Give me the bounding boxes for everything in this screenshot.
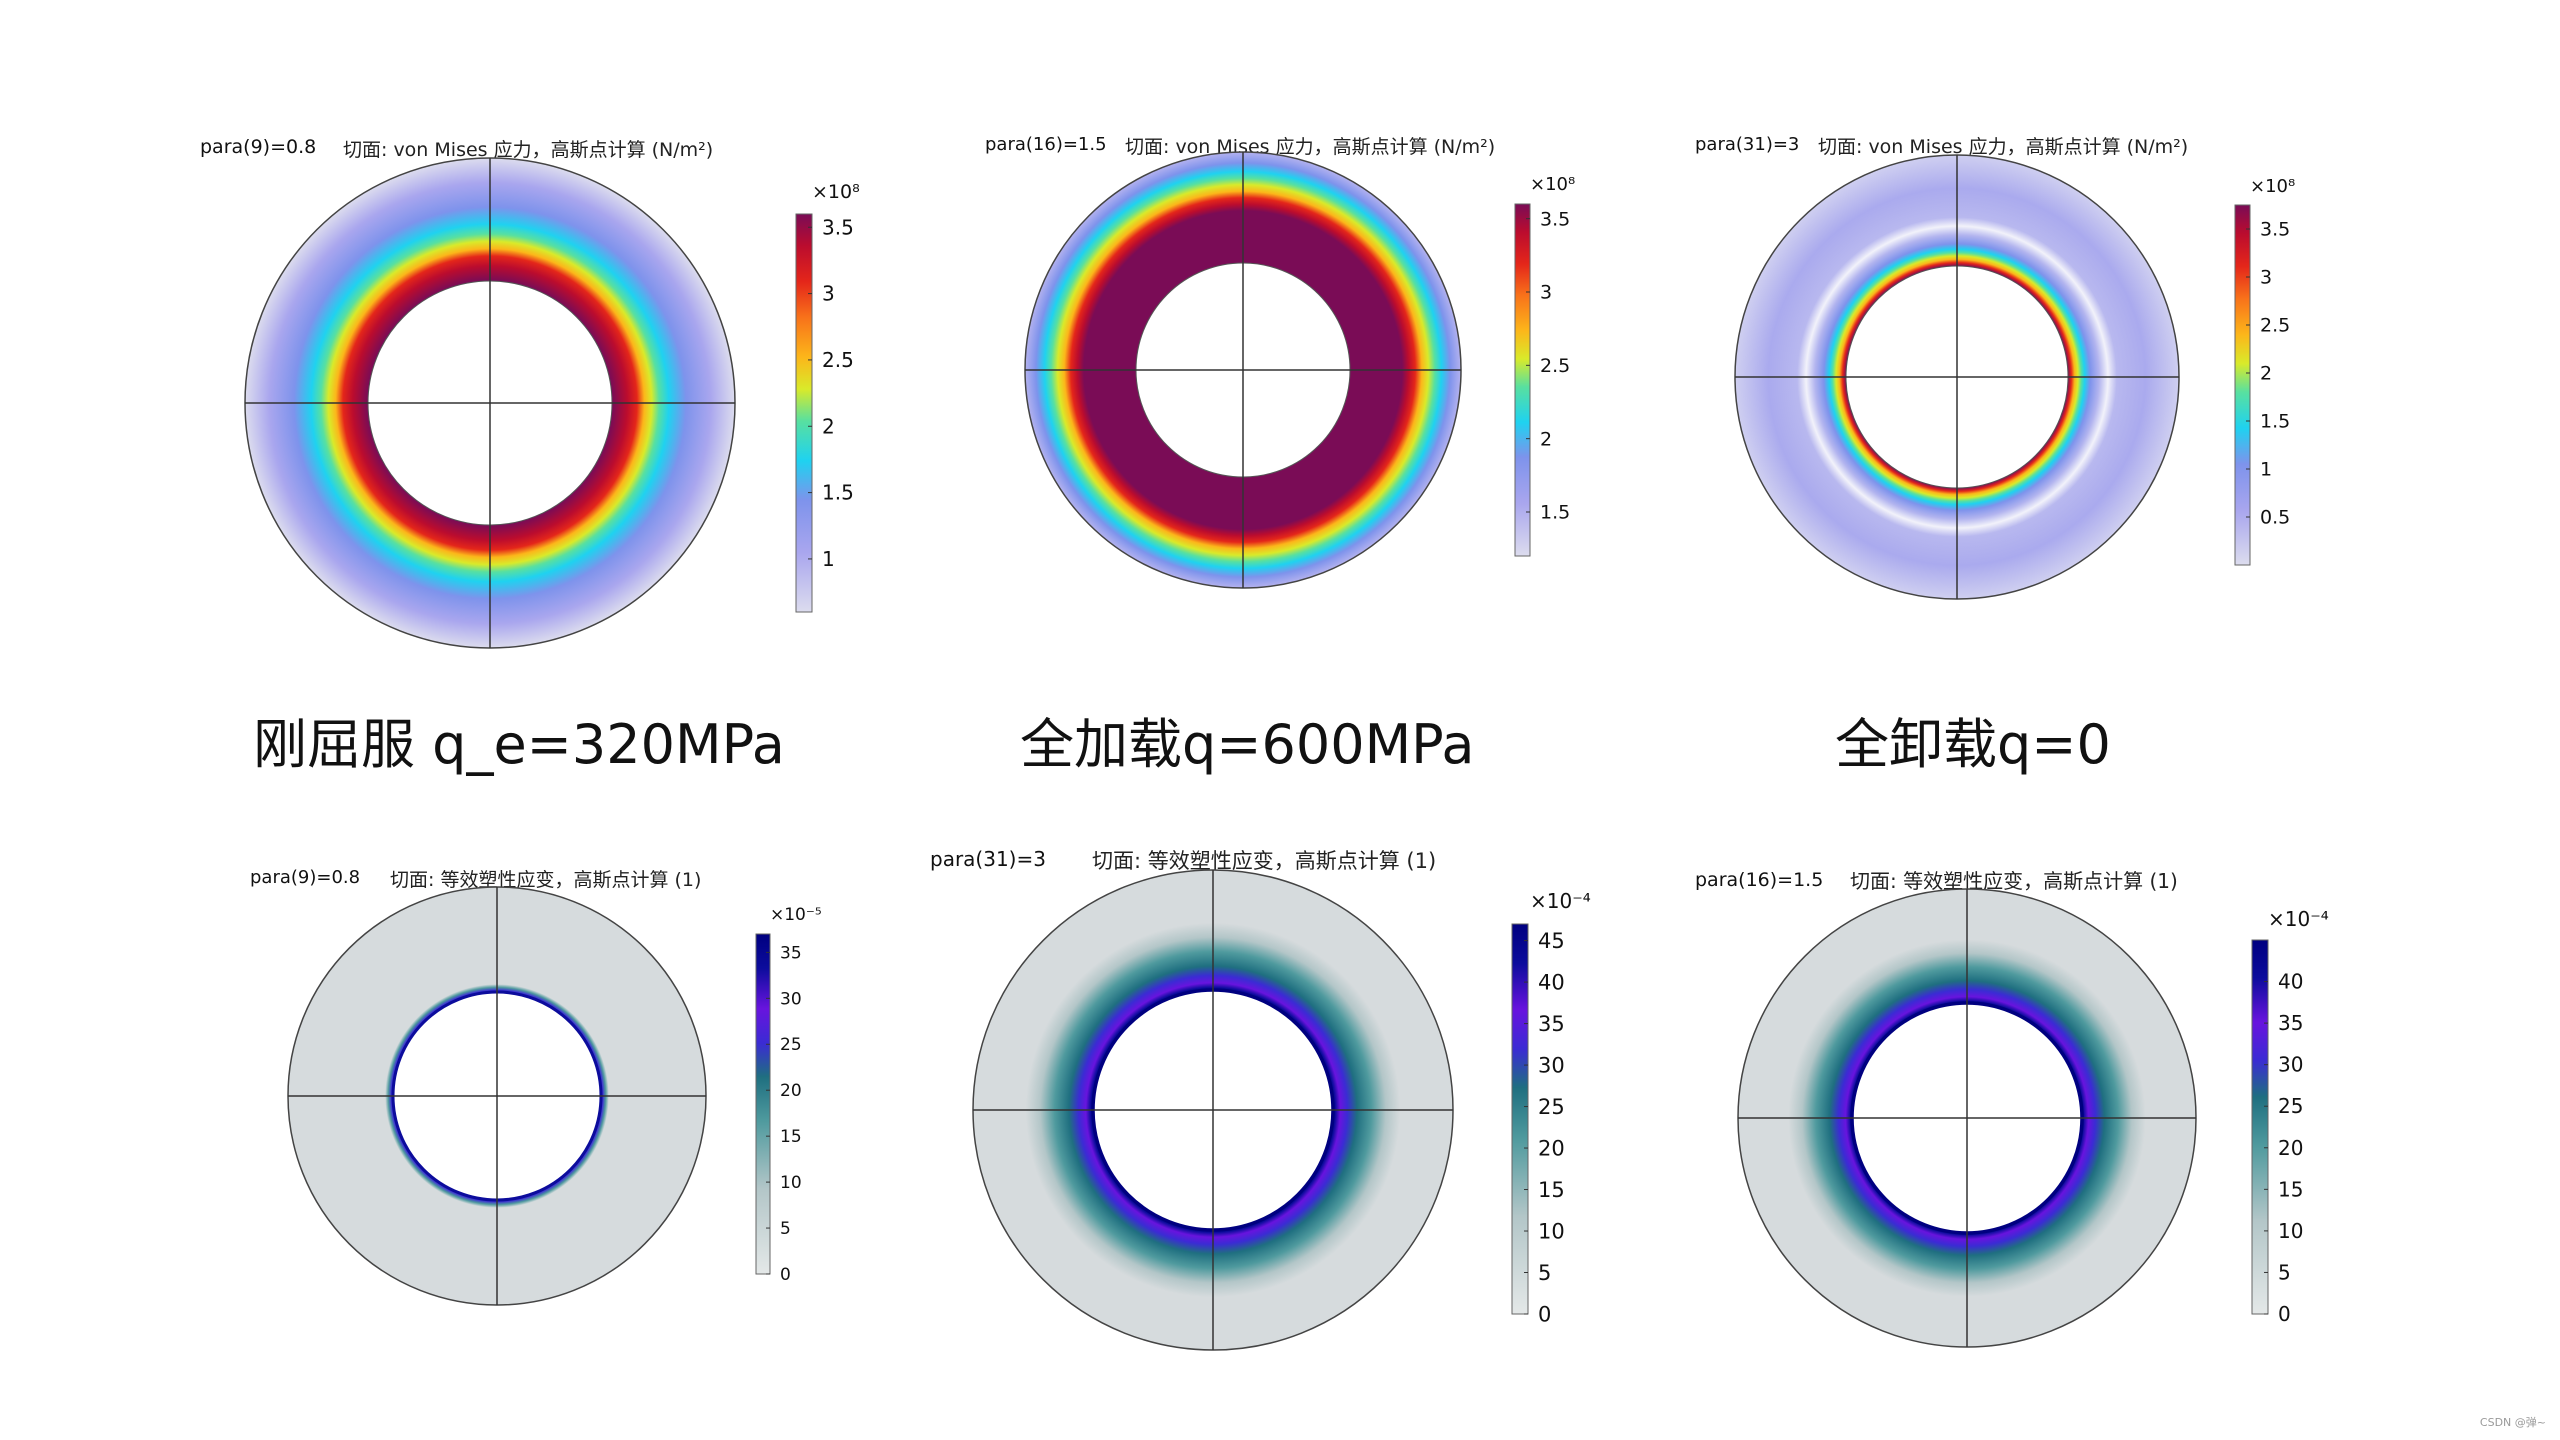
colorbar-tick-label: 5 xyxy=(1538,1261,1551,1285)
colorbar-tick-label: 40 xyxy=(1538,970,1565,994)
caption-yield: 刚屈服 q_e=320MPa xyxy=(253,713,785,776)
colorbar-tick-label: 45 xyxy=(1538,929,1565,953)
plot-param-label: para(9)=0.8 xyxy=(250,867,360,888)
colorbar-tick-label: 10 xyxy=(1538,1219,1565,1243)
colorbar-tick-label: 15 xyxy=(2278,1177,2303,1201)
colorbar-ticks: 3.5 3 2.5 2 1.5 1 xyxy=(808,215,854,571)
plot-stress-full-load: para(16)=1.5 切面: von Mises 应力，高斯点计算 (N/m… xyxy=(985,134,1575,589)
colorbar-tick-label: 30 xyxy=(780,989,802,1009)
colorbar-ticks: 40 35 30 25 20 15 10 5 0 xyxy=(2264,970,2303,1326)
plot-title: 切面: von Mises 应力，高斯点计算 (N/m²) xyxy=(1125,136,1495,158)
colorbar-tick-label: 30 xyxy=(2278,1053,2303,1077)
colorbar-tick-label: 35 xyxy=(1538,1012,1565,1036)
colorbar-tick-label: 3.5 xyxy=(1540,208,1570,230)
colorbar-exponent: ×10⁻⁴ xyxy=(1530,889,1591,913)
colorbar-tick-label: 0 xyxy=(1538,1302,1551,1326)
colorbar-tick-label: 20 xyxy=(2278,1136,2303,1160)
colorbar-tick-label: 3.5 xyxy=(2260,219,2290,241)
colorbar-tick-label: 2 xyxy=(1540,428,1552,450)
plot-param-label: para(9)=0.8 xyxy=(200,136,316,158)
colorbar-tick-label: 35 xyxy=(2278,1011,2303,1035)
colorbar-gradient xyxy=(2234,204,2251,566)
colorbar-tick-label: 30 xyxy=(1538,1053,1565,1077)
colorbar-tick-label: 2.5 xyxy=(822,348,854,372)
plot-title: 切面: von Mises 应力，高斯点计算 (N/m²) xyxy=(1818,136,2188,158)
plot-param-label: para(16)=1.5 xyxy=(1695,869,1823,891)
colorbar-tick-label: 3 xyxy=(822,282,835,306)
colorbar-tick-label: 3 xyxy=(2260,267,2272,289)
plot-stress-yield: para(9)=0.8 切面: von Mises 应力，高斯点计算 (N/m²… xyxy=(200,136,860,649)
colorbar-exponent: ×10⁸ xyxy=(812,181,860,203)
colorbar-tick-label: 5 xyxy=(780,1219,791,1239)
plot-strain-unload: para(31)=3 切面: 等效塑性应变，高斯点计算 (1) ×10⁻⁴ 45… xyxy=(930,847,1591,1351)
colorbar-tick-label: 1.5 xyxy=(2260,411,2290,433)
plot-param-label: para(31)=3 xyxy=(930,847,1046,871)
plot-stress-unload: para(31)=3 切面: von Mises 应力，高斯点计算 (N/m²)… xyxy=(1695,134,2295,600)
colorbar-tick-label: 1.5 xyxy=(1540,502,1570,524)
plot-param-label: para(31)=3 xyxy=(1695,134,1799,155)
plot-title: 切面: 等效塑性应变，高斯点计算 (1) xyxy=(1850,869,2178,893)
colorbar-ticks: 35 30 25 20 15 10 5 0 xyxy=(766,943,802,1285)
colorbar-exponent: ×10⁻⁵ xyxy=(770,905,822,925)
colorbar-exponent: ×10⁸ xyxy=(1530,174,1575,195)
colorbar-tick-label: 20 xyxy=(1538,1136,1565,1160)
colorbar-tick-label: 35 xyxy=(780,943,802,963)
colorbar-tick-label: 20 xyxy=(780,1081,802,1101)
colorbar-tick-label: 2 xyxy=(822,414,835,438)
colorbar-tick-label: 40 xyxy=(2278,970,2303,994)
colorbar-tick-label: 1.5 xyxy=(822,481,854,505)
colorbar-tick-label: 0 xyxy=(2278,1302,2291,1326)
caption-full-load: 全加载q=600MPa xyxy=(1020,713,1475,776)
caption-unload: 全卸载q=0 xyxy=(1835,713,2111,776)
colorbar-tick-label: 3.5 xyxy=(822,215,854,239)
colorbar: ×10⁻⁴ 45 40 35 30 25 20 15 10 5 0 xyxy=(1511,889,1591,1326)
colorbar-tick-label: 25 xyxy=(1538,1095,1565,1119)
colorbar-tick-label: 5 xyxy=(2278,1260,2291,1284)
colorbar-tick-label: 15 xyxy=(780,1127,802,1147)
colorbar-gradient xyxy=(1514,203,1531,557)
plot-param-label: para(16)=1.5 xyxy=(985,134,1107,155)
colorbar-tick-label: 1 xyxy=(2260,459,2272,481)
colorbar-tick-label: 0 xyxy=(780,1265,791,1285)
colorbar-tick-label: 2.5 xyxy=(2260,315,2290,337)
colorbar-gradient xyxy=(795,213,813,613)
plot-title: 切面: von Mises 应力，高斯点计算 (N/m²) xyxy=(343,139,713,161)
colorbar-gradient xyxy=(1511,923,1529,1315)
colorbar-gradient xyxy=(2251,939,2269,1315)
watermark: CSDN @弹~ xyxy=(2479,1416,2546,1429)
colorbar-tick-label: 0.5 xyxy=(2260,507,2290,529)
plot-title: 切面: 等效塑性应变，高斯点计算 (1) xyxy=(1092,849,1436,873)
colorbar: ×10⁸ 3.5 3 2.5 2 1.5 1 0.5 xyxy=(2234,176,2295,566)
colorbar-tick-label: 2.5 xyxy=(1540,355,1570,377)
colorbar-tick-label: 3 xyxy=(1540,282,1552,304)
colorbar-tick-label: 25 xyxy=(2278,1094,2303,1118)
colorbar: ×10⁻⁵ 35 30 25 20 15 10 5 0 xyxy=(755,905,822,1285)
colorbar-tick-label: 25 xyxy=(780,1035,802,1055)
colorbar-tick-label: 10 xyxy=(780,1173,802,1193)
plot-strain-yield: para(9)=0.8 切面: 等效塑性应变，高斯点计算 (1) ×10⁻⁵ 3… xyxy=(250,867,822,1306)
colorbar-tick-label: 2 xyxy=(2260,363,2272,385)
colorbar-exponent: ×10⁻⁴ xyxy=(2268,907,2329,931)
colorbar-ticks: 3.5 3 2.5 2 1.5 xyxy=(1526,208,1570,524)
colorbar: ×10⁸ 3.5 3 2.5 2 1.5 1 xyxy=(795,181,860,613)
plot-strain-full-load: para(16)=1.5 切面: 等效塑性应变，高斯点计算 (1) ×10⁻⁴ … xyxy=(1695,869,2329,1348)
colorbar-tick-label: 15 xyxy=(1538,1178,1565,1202)
colorbar: ×10⁸ 3.5 3 2.5 2 1.5 xyxy=(1514,174,1575,557)
colorbar: ×10⁻⁴ 40 35 30 25 20 15 10 5 0 xyxy=(2251,907,2329,1326)
plot-title: 切面: 等效塑性应变，高斯点计算 (1) xyxy=(390,869,701,891)
colorbar-tick-label: 1 xyxy=(822,547,835,571)
colorbar-gradient xyxy=(755,933,771,1275)
colorbar-ticks: 45 40 35 30 25 20 15 10 5 0 xyxy=(1524,929,1565,1326)
colorbar-ticks: 3.5 3 2.5 2 1.5 1 0.5 xyxy=(2246,219,2290,529)
colorbar-tick-label: 10 xyxy=(2278,1219,2303,1243)
colorbar-exponent: ×10⁸ xyxy=(2250,176,2295,197)
